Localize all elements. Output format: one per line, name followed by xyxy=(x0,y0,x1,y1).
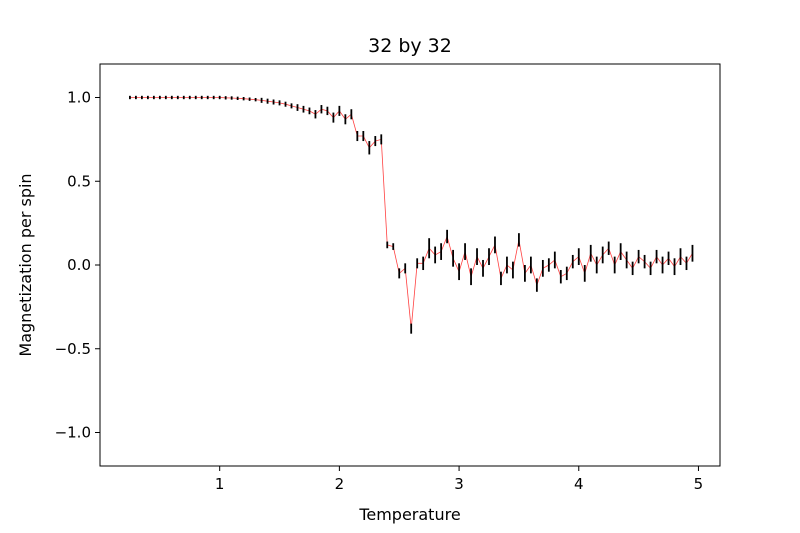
chart-title: 32 by 32 xyxy=(368,35,452,57)
error-bars xyxy=(129,95,694,334)
x-axis-label: Temperature xyxy=(358,505,460,524)
x-tick-label: 3 xyxy=(454,475,464,493)
y-tick-label: 0.0 xyxy=(67,256,91,274)
y-axis: 1.0 0.5 0.0 −0.5 −1.0 xyxy=(55,89,100,442)
y-axis-label: Magnetization per spin xyxy=(16,173,35,356)
x-tick-label: 4 xyxy=(574,475,584,493)
y-tick-label: −0.5 xyxy=(55,340,91,358)
y-tick-label: −1.0 xyxy=(55,424,91,442)
y-tick-label: 1.0 xyxy=(67,89,91,107)
x-tick-label: 2 xyxy=(335,475,345,493)
x-tick-label: 5 xyxy=(694,475,704,493)
x-axis: 1 2 3 4 5 xyxy=(215,466,703,493)
y-tick-label: 0.5 xyxy=(67,172,91,190)
x-tick-label: 1 xyxy=(215,475,225,493)
